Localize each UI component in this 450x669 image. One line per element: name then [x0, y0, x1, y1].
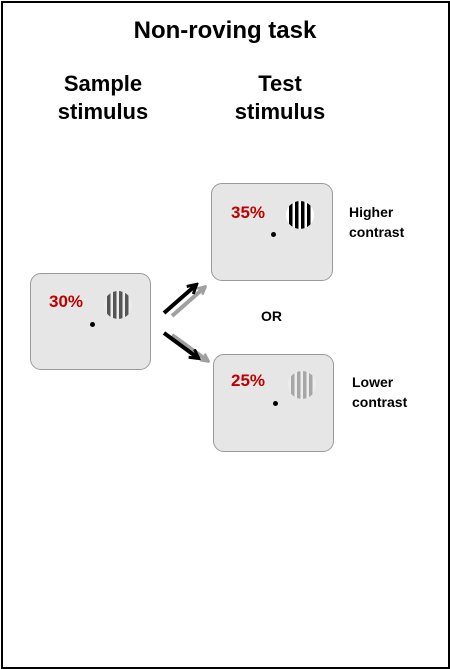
down-arrow-icon — [164, 333, 208, 361]
up-arrow-icon — [164, 285, 205, 316]
